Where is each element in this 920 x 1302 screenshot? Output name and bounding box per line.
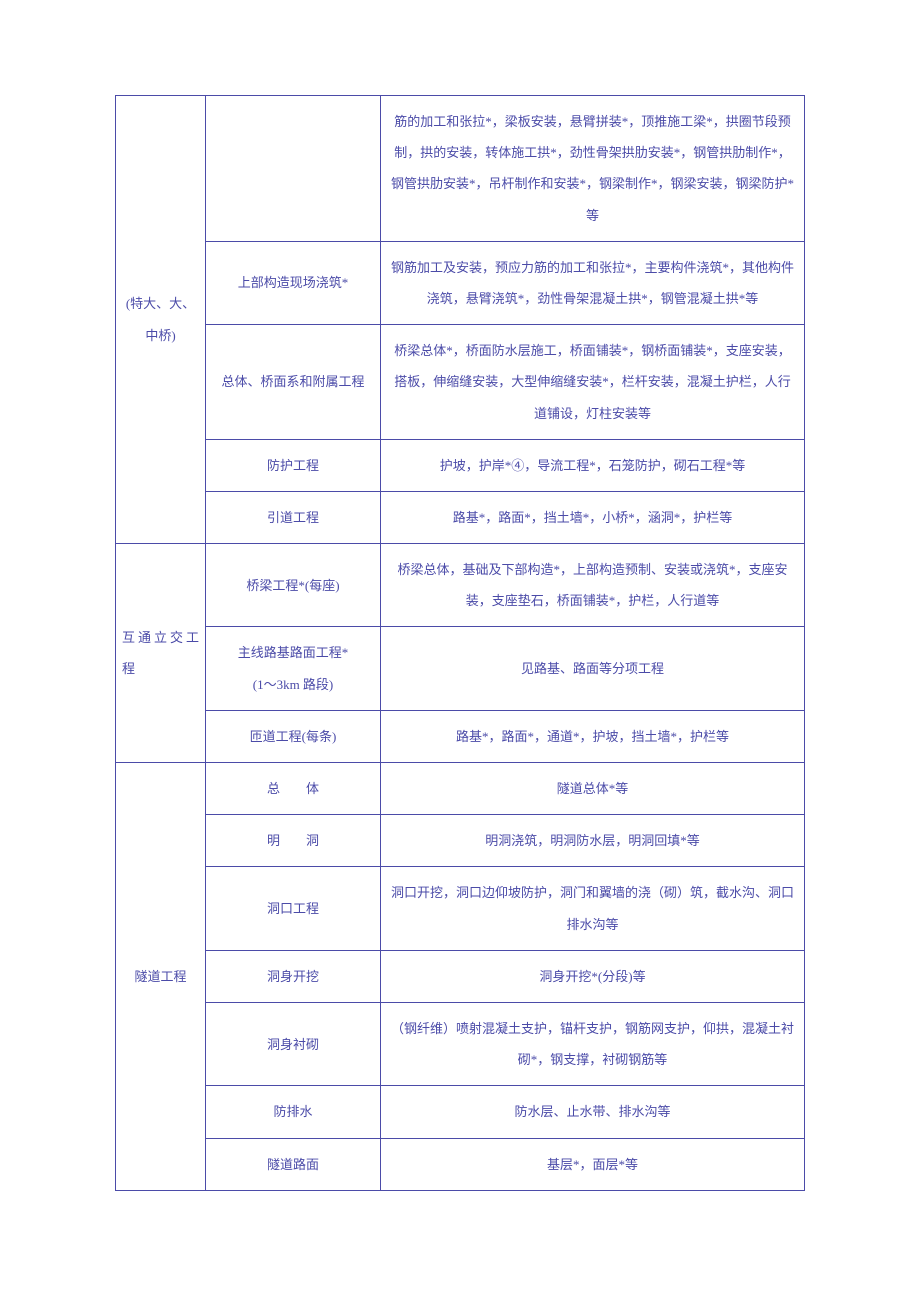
subcategory-cell: 洞身开挖 <box>206 950 381 1002</box>
detail-cell: （钢纤维）喷射混凝土支护，锚杆支护，钢筋网支护，仰拱，混凝土衬砌*，钢支撑，衬砌… <box>381 1002 805 1085</box>
detail-cell: 路基*，路面*，挡土墙*，小桥*，涵洞*，护栏等 <box>381 491 805 543</box>
detail-cell: 防水层、止水带、排水沟等 <box>381 1086 805 1138</box>
subcategory-cell: 匝道工程(每条) <box>206 710 381 762</box>
table-row: 隧道工程 总 体 隧道总体*等 <box>116 763 805 815</box>
table-row: 明 洞 明洞浇筑，明洞防水层，明洞回填*等 <box>116 815 805 867</box>
detail-cell: 桥梁总体，基础及下部构造*，上部构造预制、安装或浇筑*，支座安装，支座垫石，桥面… <box>381 544 805 627</box>
detail-cell: 隧道总体*等 <box>381 763 805 815</box>
detail-cell: 钢筋加工及安装，预应力筋的加工和张拉*，主要构件浇筑*，其他构件浇筑，悬臂浇筑*… <box>381 241 805 324</box>
subcategory-cell: 桥梁工程*(每座) <box>206 544 381 627</box>
category-cell: 隧道工程 <box>116 763 206 1191</box>
table-row: 总体、桥面系和附属工程 桥梁总体*，桥面防水层施工，桥面铺装*，钢桥面铺装*，支… <box>116 325 805 440</box>
subcategory-cell: 隧道路面 <box>206 1138 381 1190</box>
detail-cell: 明洞浇筑，明洞防水层，明洞回填*等 <box>381 815 805 867</box>
table-row: 洞口工程 洞口开挖，洞口边仰坡防护，洞门和翼墙的浇（砌）筑，截水沟、洞口排水沟等 <box>116 867 805 950</box>
table-row: 上部构造现场浇筑* 钢筋加工及安装，预应力筋的加工和张拉*，主要构件浇筑*，其他… <box>116 241 805 324</box>
table-row: 引道工程 路基*，路面*，挡土墙*，小桥*，涵洞*，护栏等 <box>116 491 805 543</box>
detail-cell: 筋的加工和张拉*，梁板安装，悬臂拼装*，顶推施工梁*，拱圈节段预制，拱的安装，转… <box>381 96 805 242</box>
subcategory-cell: 洞身衬砌 <box>206 1002 381 1085</box>
subcategory-cell: 总 体 <box>206 763 381 815</box>
subcategory-cell: 防护工程 <box>206 439 381 491</box>
subcategory-cell: 防排水 <box>206 1086 381 1138</box>
subcategory-cell: 总体、桥面系和附属工程 <box>206 325 381 440</box>
detail-cell: 见路基、路面等分项工程 <box>381 627 805 710</box>
detail-cell: 桥梁总体*，桥面防水层施工，桥面铺装*，钢桥面铺装*，支座安装，搭板，伸缩缝安装… <box>381 325 805 440</box>
table-row: 互通立交工 程 桥梁工程*(每座) 桥梁总体，基础及下部构造*，上部构造预制、安… <box>116 544 805 627</box>
category-cell: (特大、大、中桥) <box>116 96 206 544</box>
table-row: 隧道路面 基层*，面层*等 <box>116 1138 805 1190</box>
table-row: 洞身衬砌 （钢纤维）喷射混凝土支护，锚杆支护，钢筋网支护，仰拱，混凝土衬砌*，钢… <box>116 1002 805 1085</box>
subcategory-cell: 引道工程 <box>206 491 381 543</box>
detail-cell: 路基*，路面*，通道*，护坡，挡土墙*，护栏等 <box>381 710 805 762</box>
subcategory-cell: 上部构造现场浇筑* <box>206 241 381 324</box>
subcategory-cell <box>206 96 381 242</box>
detail-cell: 洞口开挖，洞口边仰坡防护，洞门和翼墙的浇（砌）筑，截水沟、洞口排水沟等 <box>381 867 805 950</box>
table-row: (特大、大、中桥) 筋的加工和张拉*，梁板安装，悬臂拼装*，顶推施工梁*，拱圈节… <box>116 96 805 242</box>
table-row: 匝道工程(每条) 路基*，路面*，通道*，护坡，挡土墙*，护栏等 <box>116 710 805 762</box>
table-row: 防护工程 护坡，护岸*④，导流工程*，石笼防护，砌石工程*等 <box>116 439 805 491</box>
table-row: 防排水 防水层、止水带、排水沟等 <box>116 1086 805 1138</box>
table-row: 洞身开挖 洞身开挖*(分段)等 <box>116 950 805 1002</box>
engineering-classification-table: (特大、大、中桥) 筋的加工和张拉*，梁板安装，悬臂拼装*，顶推施工梁*，拱圈节… <box>115 95 805 1191</box>
detail-cell: 洞身开挖*(分段)等 <box>381 950 805 1002</box>
category-cell: 互通立交工 程 <box>116 544 206 763</box>
detail-cell: 护坡，护岸*④，导流工程*，石笼防护，砌石工程*等 <box>381 439 805 491</box>
detail-cell: 基层*，面层*等 <box>381 1138 805 1190</box>
subcategory-cell: 明 洞 <box>206 815 381 867</box>
subcategory-cell: 洞口工程 <box>206 867 381 950</box>
